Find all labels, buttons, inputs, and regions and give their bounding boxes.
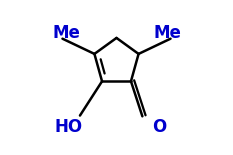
- Text: O: O: [152, 118, 167, 136]
- Text: Me: Me: [53, 24, 80, 42]
- Text: Me: Me: [153, 24, 181, 42]
- Text: HO: HO: [54, 118, 82, 136]
